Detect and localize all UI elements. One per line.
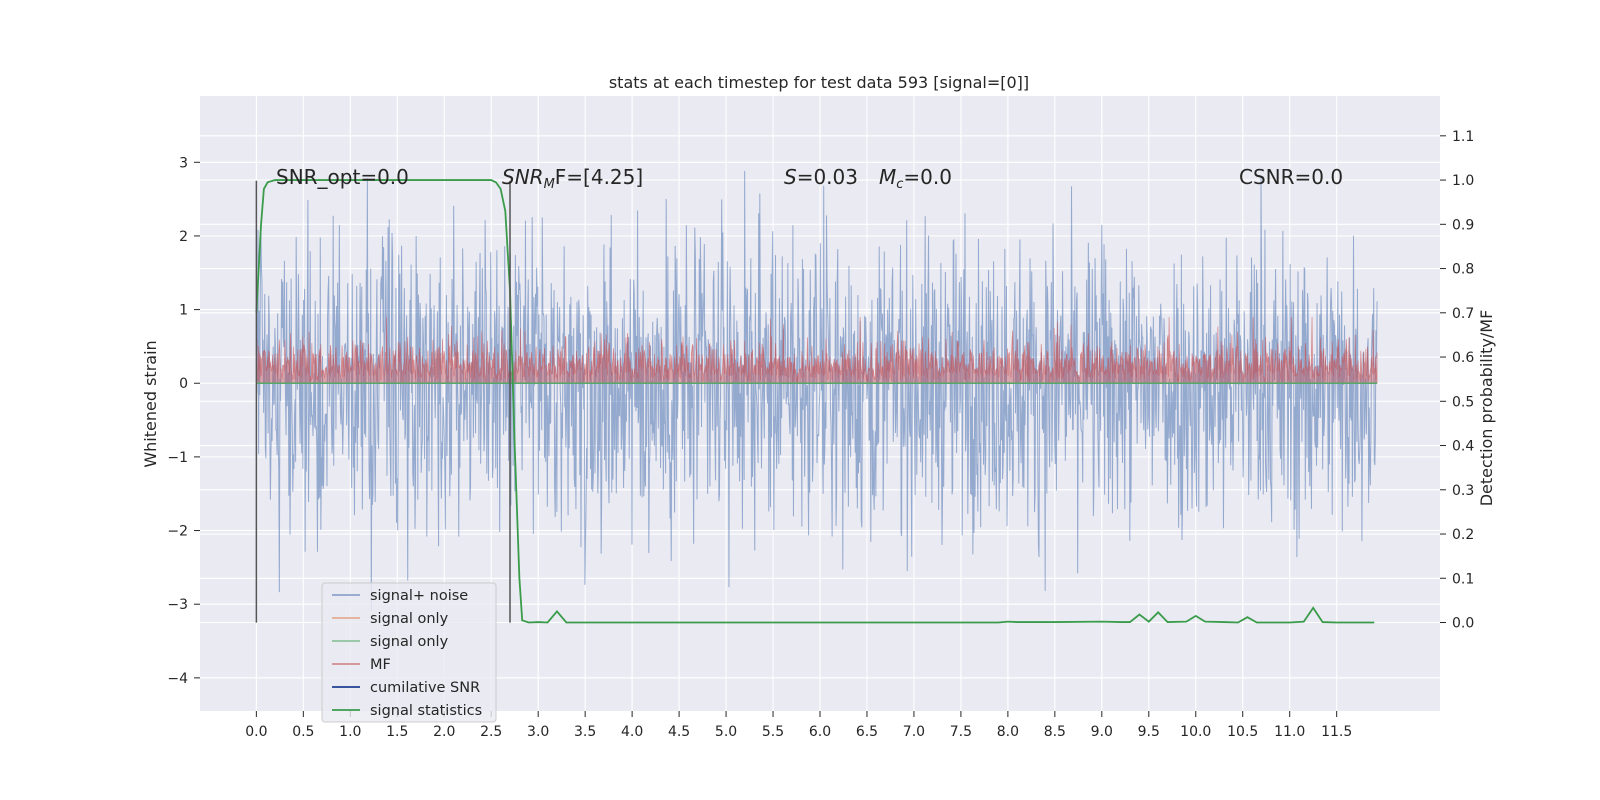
legend-label-mf: MF [370, 657, 391, 673]
y2-tick-label: 0.0 [1452, 616, 1474, 632]
x-tick-label: 4.5 [668, 724, 690, 740]
x-tick-label: 3.5 [574, 724, 596, 740]
y-tick-label: −2 [167, 524, 188, 540]
y2-tick-label: 0.6 [1452, 350, 1474, 366]
legend-label-signal-noise: signal+ noise [370, 588, 468, 604]
x-tick-label: 6.0 [809, 724, 831, 740]
y-tick-label: −1 [167, 450, 188, 466]
y2-tick-label: 0.4 [1452, 439, 1474, 455]
y-tick-label: 2 [179, 229, 188, 245]
y2-tick-label: 0.5 [1452, 394, 1474, 410]
legend-box [321, 582, 497, 723]
y2-tick-label: 0.8 [1452, 262, 1474, 278]
y2-tick-label: 1.1 [1452, 129, 1474, 145]
signal-statistics-series [255, 179, 1375, 624]
x-tick-label: 2.5 [480, 724, 502, 740]
y-tick-label: 0 [179, 376, 188, 392]
x-tick-label: 7.0 [903, 724, 925, 740]
y-tick-label: −3 [167, 597, 188, 613]
legend: signal+ noise signal only signal only MF… [321, 582, 497, 723]
x-tick-label: 0.0 [245, 724, 267, 740]
x-tick-label: 5.5 [762, 724, 784, 740]
mf-line [255, 316, 1378, 384]
x-tick-label: 1.0 [339, 724, 361, 740]
y2-tick-label: 1.0 [1452, 173, 1474, 189]
x-tick-label: 5.0 [715, 724, 737, 740]
annotation-csnr: CSNR=0.0 [1239, 165, 1343, 189]
y2-tick-label: 0.1 [1452, 571, 1474, 587]
y2-axis-label: Detection probability/MF [1477, 310, 1496, 507]
x-tick-label: 9.5 [1138, 724, 1160, 740]
annotation-s-stat: S=0.03 [784, 165, 858, 189]
mf-series [255, 316, 1378, 384]
x-tick-label: 1.5 [386, 724, 408, 740]
x-tick-label: 11.0 [1274, 724, 1305, 740]
y2-axis-ticks: 1.1 1.0 0.9 0.8 0.7 0.6 0.5 0.4 0.3 0.2 0.1 0.0 [1440, 129, 1474, 632]
x-tick-label: 10.5 [1227, 724, 1258, 740]
x-tick-label: 11.5 [1321, 724, 1352, 740]
legend-label-signal-only-2: signal only [370, 634, 449, 650]
signal-noise-series [255, 170, 1378, 612]
x-axis-ticks: 0.0 0.5 1.0 1.5 2.0 2.5 3.0 3.5 4.0 4.5 5.0 5.5 6.0 6… [245, 711, 1352, 740]
legend-label-signal-statistics: signal statistics [370, 703, 482, 719]
y2-tick-label: 0.7 [1452, 306, 1474, 322]
x-tick-label: 0.5 [292, 724, 314, 740]
x-tick-label: 8.5 [1044, 724, 1066, 740]
x-tick-label: 2.0 [433, 724, 455, 740]
y-axis-ticks: 3 2 1 0 −1 −2 −3 −4 [167, 155, 200, 687]
annotation-snr-opt: SNR_opt=0.0 [276, 165, 409, 189]
x-tick-label: 4.0 [621, 724, 643, 740]
y-tick-label: −4 [167, 671, 188, 687]
x-tick-label: 3.0 [527, 724, 549, 740]
legend-label-cumulative-snr: cumilative SNR [370, 680, 480, 696]
y-tick-label: 3 [179, 155, 188, 171]
x-tick-label: 7.5 [950, 724, 972, 740]
chart-title: stats at each timestep for test data 593… [609, 73, 1029, 92]
y2-tick-label: 0.3 [1452, 483, 1474, 499]
y-tick-label: 1 [179, 303, 188, 319]
marker-lines [255, 180, 511, 623]
annotations: SNR_opt=0.0 SNRMF=[4.25] S=0.03 Mc=0.0 C… [276, 165, 1343, 192]
y2-tick-label: 0.9 [1452, 217, 1474, 233]
y2-tick-label: 0.2 [1452, 527, 1474, 543]
signal-noise-line [255, 170, 1378, 612]
y-axis-label: Whitened strain [141, 340, 160, 467]
x-tick-label: 8.0 [997, 724, 1019, 740]
annotation-mc: Mc=0.0 [879, 165, 952, 192]
signal-statistics-line [255, 179, 1375, 624]
annotation-snr-mf: SNRMF=[4.25] [502, 165, 643, 192]
x-tick-label: 9.0 [1091, 724, 1113, 740]
x-tick-label: 10.0 [1180, 724, 1211, 740]
x-tick-label: 6.5 [856, 724, 878, 740]
legend-label-signal-only: signal only [370, 611, 449, 627]
